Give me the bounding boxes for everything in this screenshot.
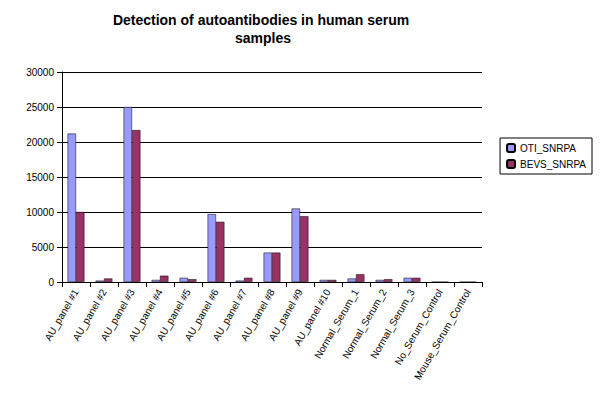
svg-text:AU_panel #2: AU_panel #2 <box>70 287 109 343</box>
svg-text:AU_panel #6: AU_panel #6 <box>182 287 221 343</box>
svg-text:0: 0 <box>48 277 54 288</box>
svg-text:5000: 5000 <box>32 242 55 253</box>
svg-text:No_Serum_Control: No_Serum_Control <box>392 287 445 367</box>
svg-text:OTI_SNRPA: OTI_SNRPA <box>520 143 576 154</box>
svg-text:AU_panel #8: AU_panel #8 <box>238 287 277 343</box>
svg-text:Detection of autoantibodies in: Detection of autoantibodies in human ser… <box>113 12 413 28</box>
svg-text:AU_panel #5: AU_panel #5 <box>154 287 193 343</box>
svg-text:AU_panel #9: AU_panel #9 <box>266 287 305 343</box>
svg-text:AU_panel #4: AU_panel #4 <box>126 287 165 343</box>
svg-text:10000: 10000 <box>26 207 54 218</box>
svg-text:30000: 30000 <box>26 67 54 78</box>
svg-text:Normal_Serum_2: Normal_Serum_2 <box>340 287 389 361</box>
svg-text:AU_panel #3: AU_panel #3 <box>98 287 137 343</box>
svg-text:Normal_Serum_3: Normal_Serum_3 <box>368 287 417 361</box>
svg-text:15000: 15000 <box>26 172 54 183</box>
svg-text:Normal_Serum_1: Normal_Serum_1 <box>312 287 361 361</box>
svg-text:samples: samples <box>235 30 291 46</box>
svg-text:AU_panel #7: AU_panel #7 <box>210 287 249 343</box>
svg-text:Mouse_Serum_Control: Mouse_Serum_Control <box>412 287 473 381</box>
svg-text:AU_panel #1: AU_panel #1 <box>42 287 81 343</box>
svg-text:25000: 25000 <box>26 102 54 113</box>
svg-text:BEVS_SNRPA: BEVS_SNRPA <box>520 159 586 170</box>
svg-text:AU_panel #10: AU_panel #10 <box>291 287 333 348</box>
svg-text:20000: 20000 <box>26 137 54 148</box>
